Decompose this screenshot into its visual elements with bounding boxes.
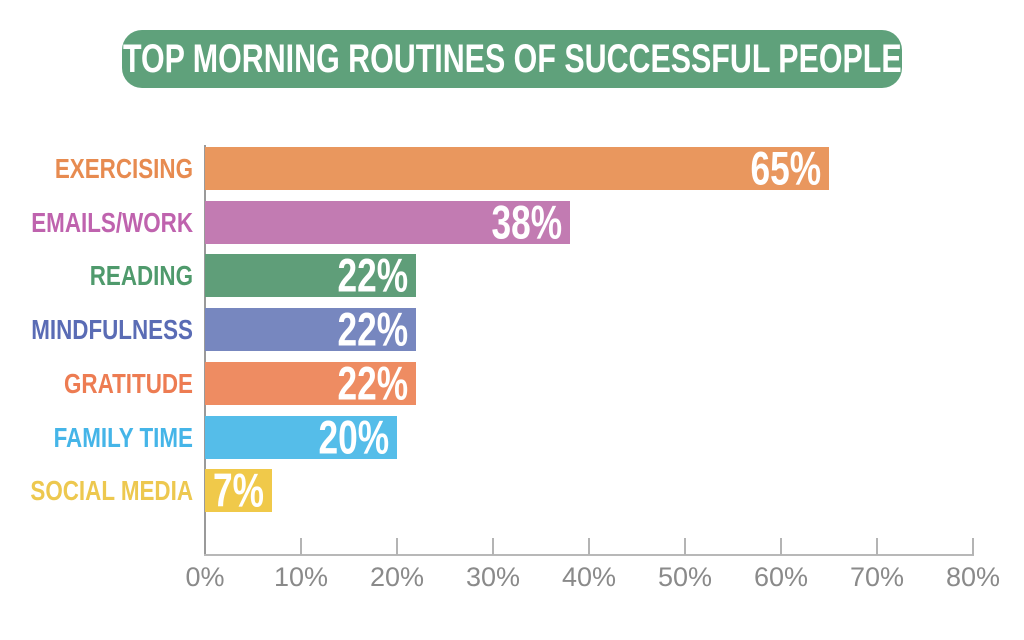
x-axis-tick-label: 60%	[753, 562, 809, 592]
category-label: FAMILY TIME	[53, 421, 193, 453]
bar: 22%	[205, 302, 417, 356]
value-label: 22%	[337, 356, 409, 410]
category-label: EMAILS/WORK	[31, 206, 193, 238]
x-axis-tick	[780, 538, 782, 555]
x-axis-line	[204, 554, 974, 556]
x-axis-tick-label: 20%	[369, 562, 425, 592]
x-axis-tick-label: 50%	[657, 562, 713, 592]
bar: 22%	[205, 248, 417, 302]
x-axis-tick	[972, 538, 974, 555]
bar: 7%	[205, 463, 273, 517]
x-axis-tick-label: 0%	[185, 562, 225, 592]
value-label: 65%	[750, 141, 821, 195]
bar: 22%	[205, 356, 417, 410]
category-label: MINDFULNESS	[31, 313, 193, 345]
value-label: 22%	[337, 248, 409, 302]
category-label: EXERCISING	[54, 152, 193, 184]
value-label: 7%	[213, 463, 265, 517]
x-axis-tick-label: 70%	[849, 562, 905, 592]
x-axis-tick	[300, 538, 302, 555]
x-axis-tick	[492, 538, 494, 555]
category-label: SOCIAL MEDIA	[30, 474, 194, 506]
bar: 38%	[205, 195, 570, 249]
page-title: TOP MORNING ROUTINES OF SUCCESSFUL PEOPL…	[122, 36, 902, 81]
x-axis-tick	[396, 538, 398, 555]
x-axis-tick	[876, 538, 878, 555]
value-label: 20%	[318, 410, 389, 464]
bar: 65%	[205, 141, 829, 195]
title-banner: TOP MORNING ROUTINES OF SUCCESSFUL PEOPL…	[122, 30, 902, 88]
x-axis-tick-label: 80%	[945, 562, 1001, 592]
x-axis-tick	[588, 538, 590, 555]
category-label: READING	[89, 259, 193, 291]
x-axis-tick	[684, 538, 686, 555]
bar: 20%	[205, 410, 397, 464]
x-axis-tick-label: 40%	[561, 562, 617, 592]
value-label: 22%	[337, 302, 409, 356]
x-axis-tick-label: 10%	[273, 562, 329, 592]
x-axis-tick-label: 30%	[465, 562, 521, 592]
category-label: GRATITUDE	[63, 367, 193, 399]
value-label: 38%	[491, 195, 562, 249]
